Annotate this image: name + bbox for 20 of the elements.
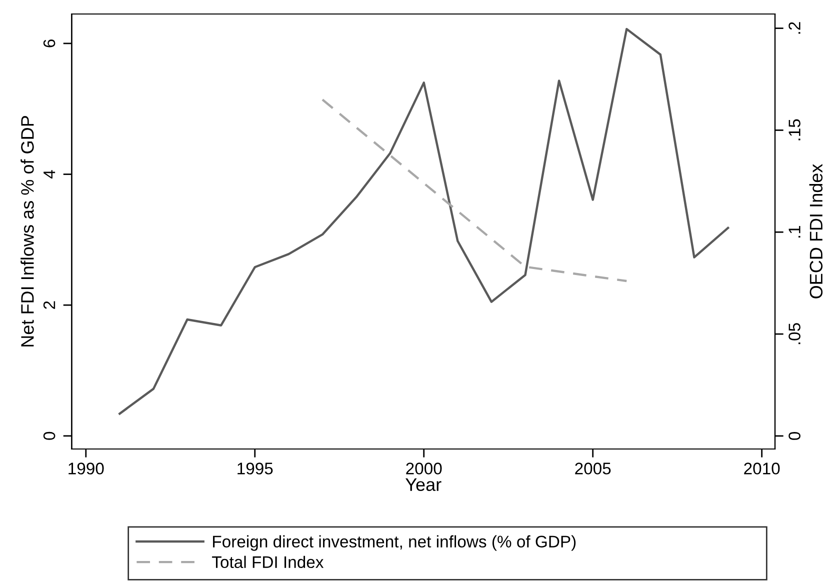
legend-label: Total FDI Index (212, 556, 324, 568)
y2-tick-label: .05 (788, 323, 800, 344)
x-axis-title: Year (406, 478, 442, 491)
y-tick-label: 6 (43, 40, 56, 48)
y-tick-label: 0 (43, 432, 56, 440)
x-tick-label: 2000 (406, 462, 442, 474)
y2-tick-label: .1 (788, 226, 800, 238)
x-tick-label: 2005 (575, 462, 611, 474)
y-tick-label: 4 (44, 170, 56, 179)
y2-tick-label: .15 (788, 119, 800, 140)
y-axis-title: Net FDI Inflows as % of GDP (20, 116, 34, 346)
y2-tick-label: .2 (788, 22, 800, 34)
x-tick-label: 1995 (238, 462, 273, 474)
y2-tick-label: 0 (788, 432, 800, 440)
legend-label: Foreign direct investment, net inflows (% of GDP) (213, 535, 576, 551)
x-tick-label: 2010 (744, 462, 780, 474)
y-tick-label: 2 (43, 301, 56, 309)
x-tick-label: 1990 (68, 462, 104, 474)
y2-axis-title: OECD FDI Index (809, 164, 823, 298)
line-series (118, 28, 730, 415)
